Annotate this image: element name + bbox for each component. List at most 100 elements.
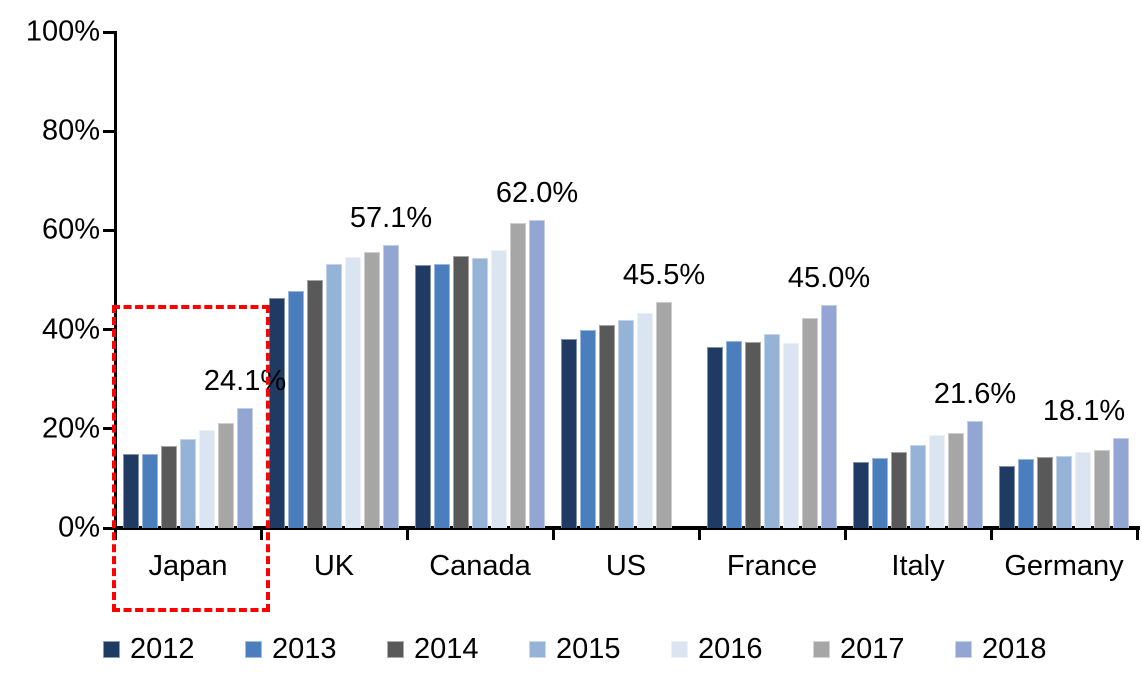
legend-swatch-2017 — [813, 640, 830, 658]
bar-us-2014 — [599, 324, 615, 528]
bar-france-2012 — [707, 346, 723, 528]
x-tick-mark — [552, 530, 555, 540]
bar-canada-2017 — [510, 222, 526, 528]
y-tick-mark — [103, 328, 115, 332]
x-tick-mark — [990, 530, 993, 540]
bar-us-2013 — [580, 330, 596, 528]
bar-germany-2018 — [1113, 438, 1129, 528]
x-axis-label-france: France — [726, 550, 818, 582]
legend-item-2018: 2018 — [955, 632, 1047, 666]
bar-canada-2013 — [434, 263, 450, 528]
x-axis-label-us: US — [605, 550, 647, 582]
bar-germany-2012 — [999, 466, 1015, 528]
bar-france-2016 — [783, 342, 799, 528]
bar-japan-2018 — [237, 408, 253, 528]
data-label-us: 45.5% — [622, 259, 706, 292]
y-axis-tick-label: 0% — [58, 511, 100, 544]
bar-germany-2013 — [1018, 459, 1034, 528]
bar-uk-2018 — [383, 244, 399, 528]
x-axis-label-uk: UK — [313, 550, 355, 582]
y-axis-tick-label: 20% — [41, 412, 100, 445]
legend-label-2018: 2018 — [982, 632, 1047, 665]
legend-swatch-2016 — [671, 640, 688, 658]
data-label-italy: 21.6% — [933, 377, 1017, 410]
x-tick-mark — [406, 530, 409, 540]
y-axis-tick-label: 40% — [41, 313, 100, 346]
bar-germany-2016 — [1075, 451, 1091, 528]
bar-germany-2014 — [1037, 456, 1053, 528]
x-axis-line — [112, 526, 1140, 530]
x-tick-mark — [260, 530, 263, 540]
bar-us-2015 — [618, 320, 634, 528]
bar-canada-2015 — [472, 257, 488, 528]
bar-italy-2012 — [853, 462, 869, 528]
legend-swatch-2018 — [955, 640, 972, 658]
bar-japan-2012 — [123, 454, 139, 528]
bar-italy-2014 — [891, 451, 907, 528]
y-axis-tick-label: 60% — [41, 213, 100, 246]
legend-swatch-2015 — [529, 640, 546, 658]
bar-canada-2018 — [529, 220, 545, 528]
bar-italy-2013 — [872, 458, 888, 528]
legend-item-2013: 2013 — [245, 632, 337, 666]
bar-italy-2017 — [948, 433, 964, 528]
y-axis-tick-label: 100% — [25, 15, 100, 48]
x-tick-mark — [114, 530, 117, 540]
bar-canada-2016 — [491, 250, 507, 528]
x-axis-label-germany: Germany — [1004, 550, 1124, 582]
bar-canada-2014 — [453, 256, 469, 528]
legend-item-2012: 2012 — [103, 632, 195, 666]
bar-germany-2015 — [1056, 455, 1072, 528]
bar-france-2013 — [726, 341, 742, 528]
y-tick-mark — [103, 30, 115, 34]
legend-item-2014: 2014 — [387, 632, 479, 666]
bar-japan-2014 — [161, 445, 177, 528]
bar-germany-2017 — [1094, 449, 1110, 528]
bar-france-2017 — [802, 318, 818, 528]
bar-italy-2015 — [910, 444, 926, 528]
bar-us-2017 — [656, 302, 672, 528]
bar-uk-2013 — [288, 291, 304, 528]
bar-uk-2016 — [345, 257, 361, 528]
x-tick-mark — [844, 530, 847, 540]
bar-japan-2016 — [199, 430, 215, 528]
legend-label-2013: 2013 — [272, 632, 337, 665]
bar-uk-2014 — [307, 280, 323, 528]
bar-us-2012 — [561, 338, 577, 528]
legend-item-2017: 2017 — [813, 632, 905, 666]
x-axis-label-italy: Italy — [891, 550, 945, 582]
x-tick-mark — [698, 530, 701, 540]
y-axis-tick-label: 80% — [41, 114, 100, 147]
y-tick-mark — [103, 129, 115, 133]
legend-label-2012: 2012 — [130, 632, 195, 665]
legend-swatch-2014 — [387, 640, 404, 658]
data-label-canada: 62.0% — [495, 177, 579, 210]
x-axis-label-japan: Japan — [148, 550, 228, 582]
legend-swatch-2013 — [245, 640, 262, 658]
bar-japan-2013 — [142, 453, 158, 528]
x-tick-mark — [1136, 530, 1139, 540]
data-label-france: 45.0% — [787, 261, 871, 294]
y-tick-mark — [103, 228, 115, 232]
legend-label-2015: 2015 — [556, 632, 621, 665]
bar-italy-2018 — [967, 420, 983, 528]
bar-france-2014 — [745, 341, 761, 528]
legend-swatch-2012 — [103, 640, 120, 658]
y-tick-mark — [103, 427, 115, 431]
bar-uk-2012 — [269, 298, 285, 528]
bar-us-2016 — [637, 312, 653, 528]
bar-france-2018 — [821, 304, 837, 528]
bar-japan-2017 — [218, 423, 234, 528]
legend-label-2014: 2014 — [414, 632, 479, 665]
bar-uk-2017 — [364, 251, 380, 528]
legend-item-2015: 2015 — [529, 632, 621, 666]
x-axis-label-canada: Canada — [429, 550, 531, 582]
data-label-japan: 24.1% — [203, 365, 287, 398]
legend-item-2016: 2016 — [671, 632, 763, 666]
y-tick-mark — [103, 526, 115, 530]
y-axis-line — [114, 31, 117, 529]
legend-label-2017: 2017 — [840, 632, 905, 665]
bar-uk-2015 — [326, 263, 342, 528]
data-label-uk: 57.1% — [349, 201, 433, 234]
